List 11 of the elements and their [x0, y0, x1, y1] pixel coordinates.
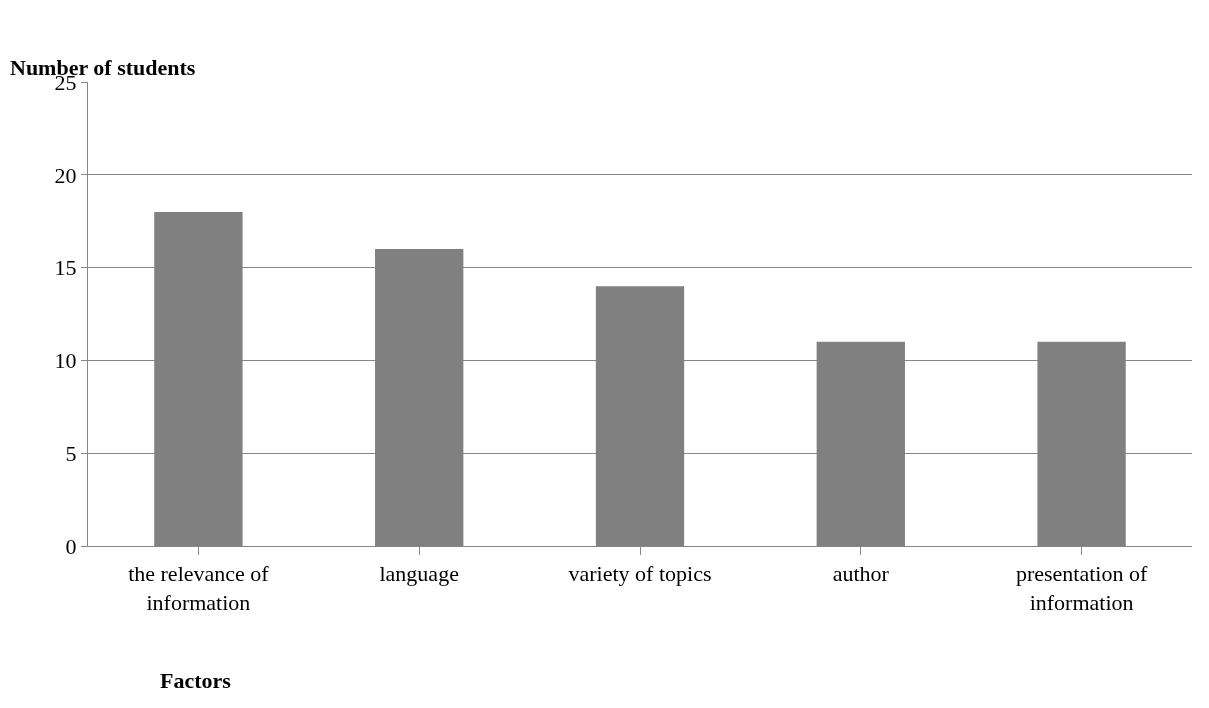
x-tick-label: language — [379, 561, 459, 587]
x-tick-label: variety of topics — [568, 561, 712, 587]
x-axis-title: Factors — [160, 668, 232, 693]
y-tick-label: 10 — [54, 348, 77, 374]
x-tick-label: the relevance of information — [128, 561, 270, 615]
x-tick-label: presentation of information — [1015, 561, 1148, 615]
y-tick-label: 20 — [54, 162, 77, 188]
y-tick-label: 0 — [65, 533, 77, 559]
x-tick-label: author — [832, 561, 890, 587]
y-tick-label: 5 — [65, 440, 77, 466]
y-tick-label: 15 — [54, 255, 77, 281]
